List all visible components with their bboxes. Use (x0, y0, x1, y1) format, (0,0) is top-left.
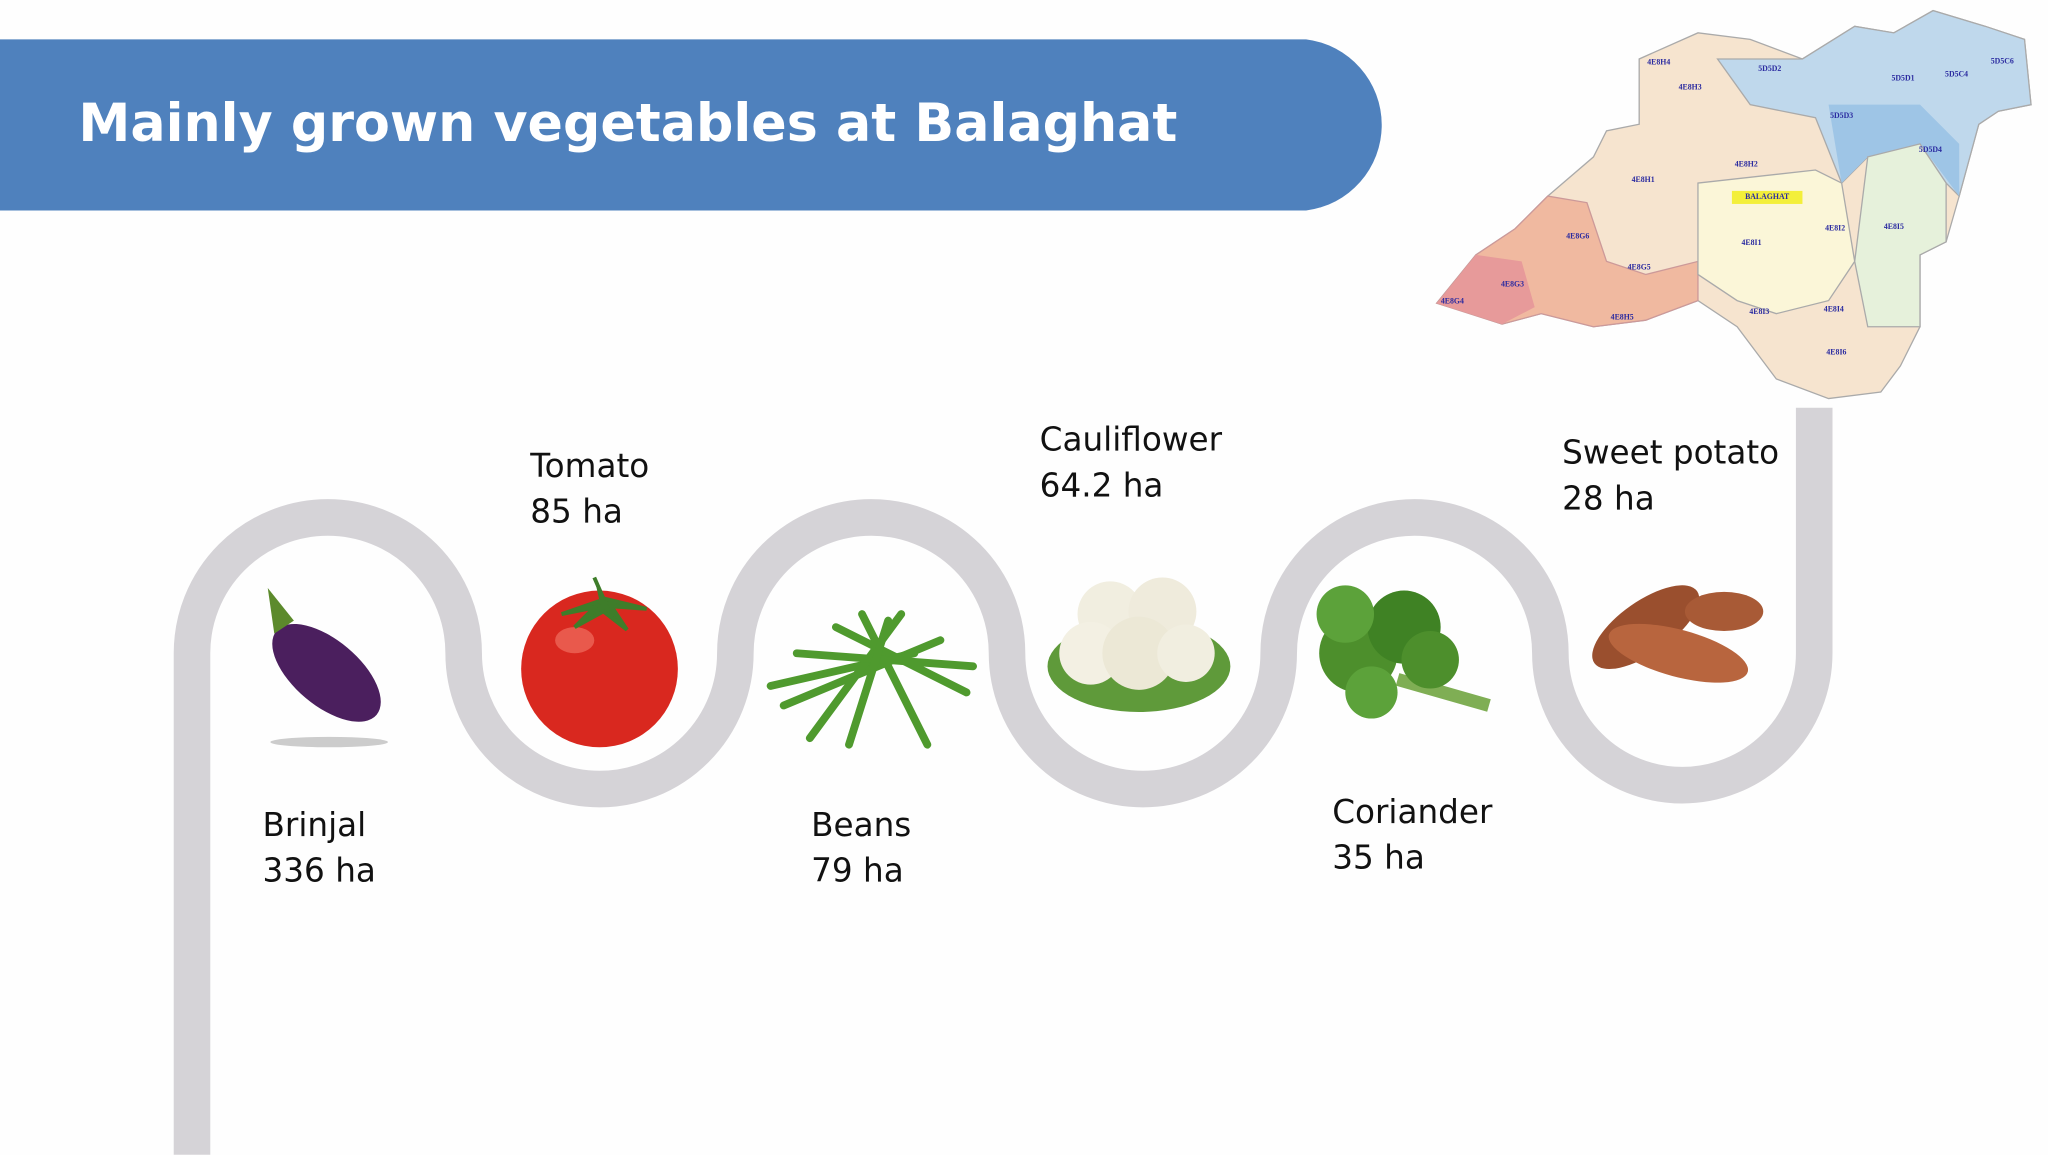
vegetable-area: 28 ha (1562, 479, 1655, 517)
map-label: 4E8G4 (1441, 297, 1464, 306)
map-label: 5D5C4 (1945, 69, 1968, 78)
map-highlight (1731, 190, 1803, 204)
map-label: 5D5D1 (1891, 73, 1914, 82)
vegetable-name: Brinjal (263, 806, 367, 844)
map-label: 4E8I5 (1884, 222, 1904, 231)
title: Mainly grown vegetables at Balaghat (78, 94, 1177, 154)
map-label: 5D5D2 (1758, 64, 1781, 73)
map-label: 4E8I6 (1826, 348, 1846, 357)
sweet-potato-icon (1592, 585, 1764, 683)
vegetable-name: Cauliflower (1040, 421, 1223, 459)
map-label: 5D5C6 (1991, 56, 2014, 65)
vegetable-area: 336 ha (263, 852, 376, 890)
map-label: 4E8H4 (1647, 58, 1670, 67)
map-label: 4E8I3 (1749, 307, 1769, 316)
vegetable-area: 35 ha (1332, 839, 1425, 877)
coriander-icon (1316, 585, 1491, 719)
vegetable-name: Coriander (1332, 793, 1493, 831)
map-label: 5D5D4 (1919, 145, 1942, 154)
map-label: 4E8G5 (1628, 263, 1651, 272)
beans-icon (766, 610, 977, 749)
map-label: 4E8H2 (1735, 160, 1758, 169)
cauliflower-icon (1047, 577, 1231, 713)
map-label: 4E8G6 (1566, 231, 1589, 240)
district-map (1435, 9, 2032, 400)
vegetable-name: Beans (811, 806, 911, 844)
tomato-icon (521, 576, 678, 748)
vegetable-area: 79 ha (811, 852, 904, 890)
map-label: 4E8I1 (1742, 238, 1762, 247)
map-label: 4E8G3 (1501, 280, 1524, 289)
map-label: 4E8I4 (1824, 305, 1844, 314)
brinjal-icon (267, 587, 388, 748)
map-label: 5D5D3 (1830, 111, 1853, 120)
vegetable-name: Sweet potato (1562, 434, 1779, 472)
vegetable-area: 85 ha (530, 492, 623, 530)
vegetable-area: 64.2 ha (1040, 466, 1164, 504)
map-label: 4E8H3 (1679, 83, 1702, 92)
map-label: 4E8I2 (1825, 224, 1845, 233)
map-label: BALAGHAT (1745, 192, 1790, 201)
vegetable-name: Tomato (529, 447, 649, 485)
map-label: 4E8H1 (1632, 175, 1655, 184)
title-banner (0, 39, 1382, 211)
road (173, 407, 1833, 1155)
map-label: 4E8H5 (1611, 312, 1634, 321)
